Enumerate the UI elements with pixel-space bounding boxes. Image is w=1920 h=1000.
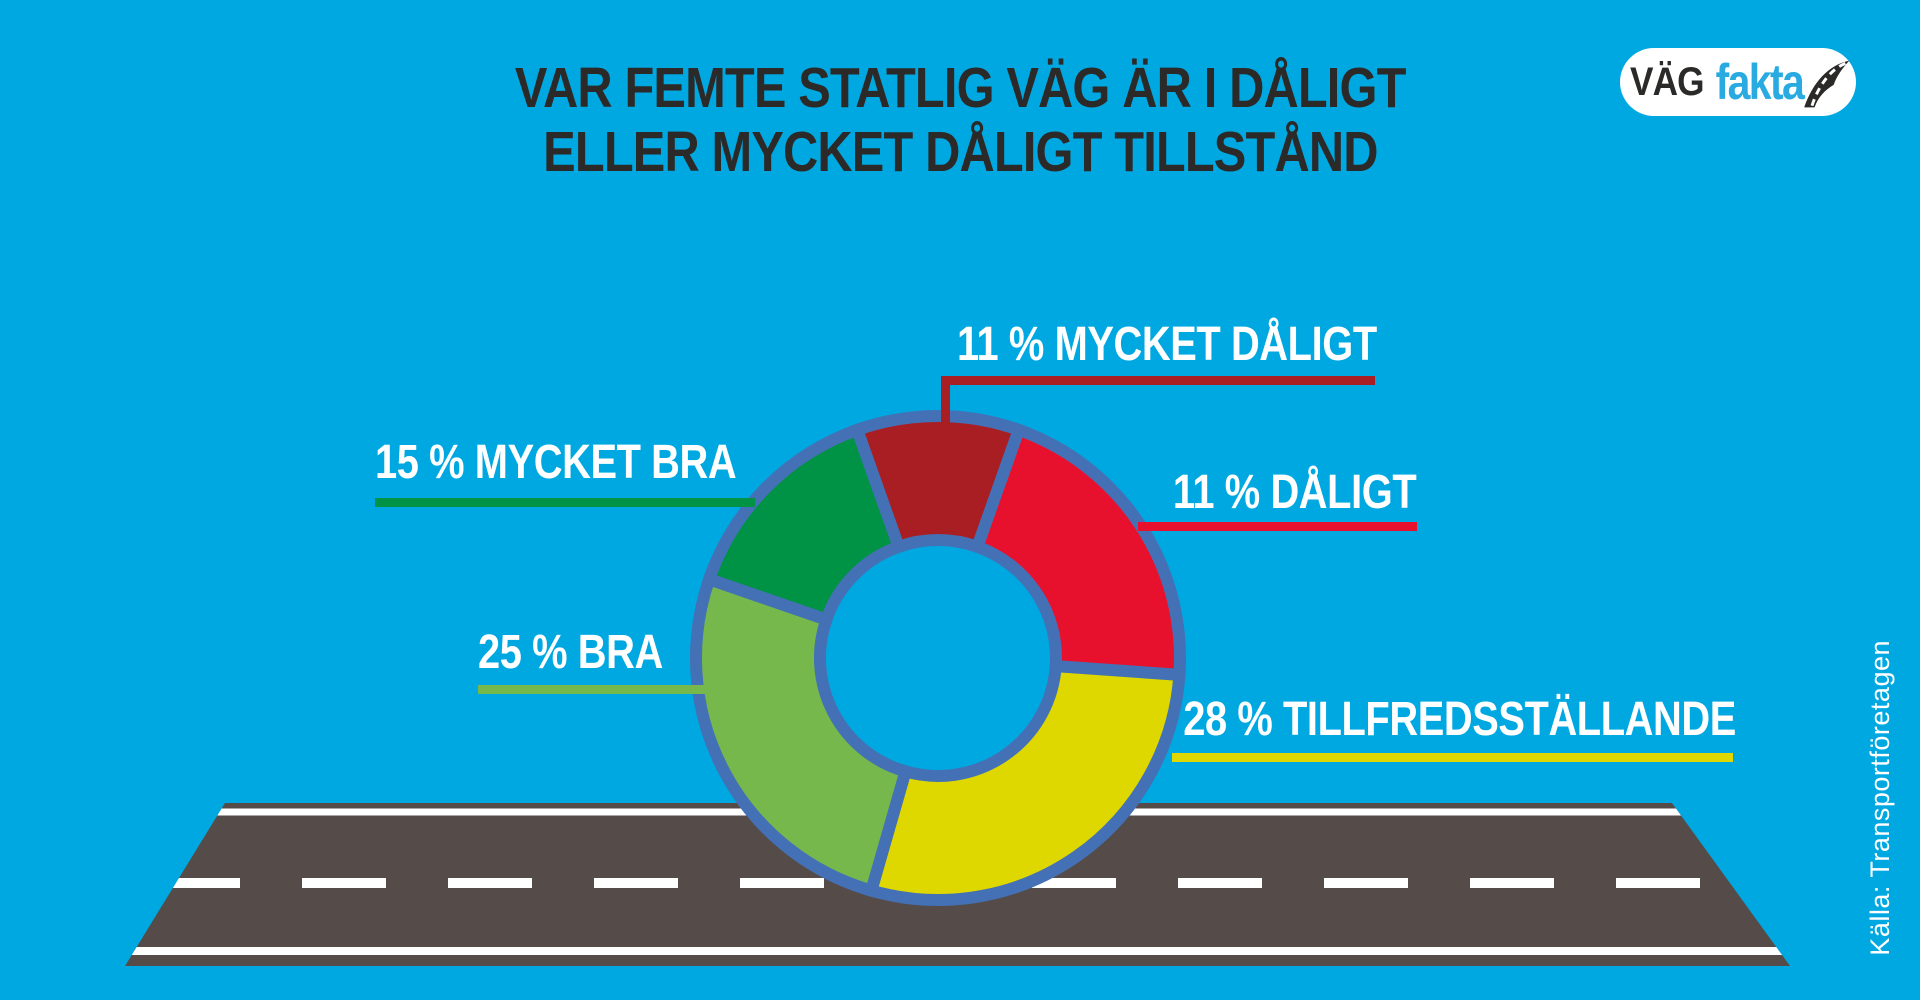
vagfakta-logo: VÄG fakta bbox=[1620, 48, 1856, 116]
donut-segment-d-ligt bbox=[969, 422, 1186, 682]
callout-line-mycket-bra bbox=[375, 498, 755, 507]
callout-label-bra: 25 % BRA bbox=[478, 629, 701, 677]
callout-line-mycket-daligt bbox=[941, 376, 1375, 385]
title-line-1: VAR FEMTE STATLIG VÄG ÄR I DÅLIGT bbox=[514, 56, 1406, 120]
callout-label-text: 11 % MYCKET DÅLIGT bbox=[957, 318, 1377, 371]
callout-label-text: 25 % BRA bbox=[478, 626, 663, 679]
donut-segment-tillfredsst-llande bbox=[863, 659, 1186, 906]
callout-label-mycket-bra: 15 % MYCKET BRA bbox=[375, 439, 810, 487]
callout-line-mycket-daligt-drop bbox=[941, 376, 950, 432]
callout-label-text: 15 % MYCKET BRA bbox=[375, 436, 737, 489]
title-line-2: ELLER MYCKET DÅLIGT TILLSTÅND bbox=[542, 120, 1378, 184]
road-swoosh-icon bbox=[1804, 60, 1850, 108]
callout-label-daligt: 11 % DÅLIGT bbox=[1123, 466, 1417, 519]
source-credit: Källa: Transportföretagen bbox=[1865, 640, 1895, 956]
callout-label-text: 11 % DÅLIGT bbox=[1172, 466, 1417, 519]
page-title: VAR FEMTE STATLIG VÄG ÄR I DÅLIGT ELLER … bbox=[0, 56, 1920, 184]
callout-line-daligt bbox=[1138, 522, 1417, 531]
donut-segment-bra bbox=[690, 571, 913, 899]
callout-label-tillfredsstallande: 28 % TILLFREDSSTÄLLANDE bbox=[1070, 696, 1736, 744]
callout-line-bra bbox=[478, 685, 712, 694]
callout-line-tillfredsstallande bbox=[1172, 753, 1733, 762]
logo-text-vag: VÄG bbox=[1629, 59, 1705, 104]
donut-chart bbox=[690, 410, 1186, 906]
logo-text-fakta: fakta bbox=[1716, 54, 1805, 110]
donut-segment-mycket-bra bbox=[701, 422, 907, 628]
callout-label-text: 28 % TILLFREDSSTÄLLANDE bbox=[1183, 693, 1736, 746]
callout-label-mycket-daligt: 11 % MYCKET DÅLIGT bbox=[871, 321, 1377, 369]
